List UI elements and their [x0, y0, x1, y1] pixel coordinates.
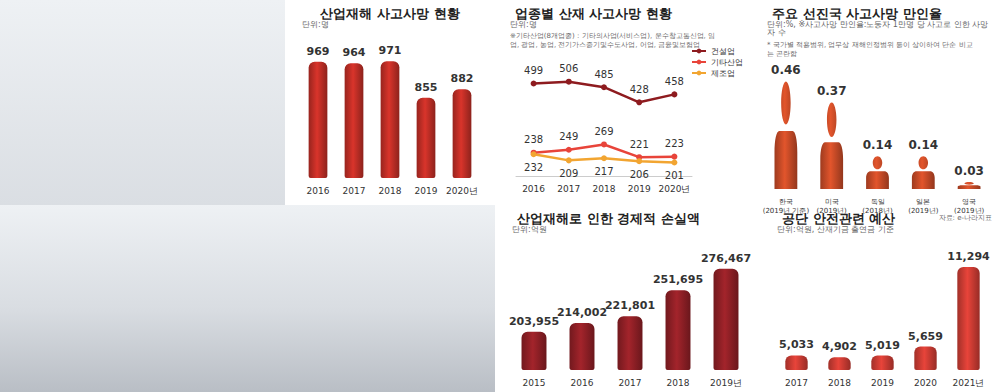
svg-text:공단 안전관련 예산: 공단 안전관련 예산: [782, 211, 895, 226]
svg-text:한국: 한국: [779, 198, 793, 206]
svg-text:969: 969: [307, 45, 330, 58]
svg-text:276,467: 276,467: [701, 252, 751, 265]
svg-text:2019: 2019: [415, 186, 438, 196]
svg-text:2018: 2018: [828, 378, 851, 388]
svg-text:주요 선진국 사고사망 만인율: 주요 선진국 사고사망 만인율: [772, 6, 942, 21]
svg-text:209: 209: [559, 168, 578, 179]
svg-text:2018: 2018: [379, 186, 402, 196]
svg-text:221,801: 221,801: [605, 299, 655, 312]
svg-text:2017: 2017: [557, 184, 580, 194]
svg-text:2019: 2019: [871, 378, 894, 388]
svg-text:업종별 산재 사고사망 현황: 업종별 산재 사고사망 현황: [515, 6, 672, 21]
svg-text:5,033: 5,033: [779, 338, 814, 351]
svg-text:2020년: 2020년: [446, 186, 478, 196]
svg-text:2017: 2017: [619, 378, 642, 388]
svg-text:2015: 2015: [523, 378, 546, 388]
svg-text:2017: 2017: [343, 186, 366, 196]
svg-text:5,659: 5,659: [908, 330, 943, 343]
svg-text:221: 221: [630, 139, 649, 150]
svg-text:203,955: 203,955: [509, 315, 559, 328]
svg-text:2021년: 2021년: [953, 378, 985, 388]
svg-text:2020: 2020: [914, 378, 937, 388]
svg-text:201: 201: [665, 170, 684, 181]
svg-text:기타산업: 기타산업: [711, 58, 743, 67]
svg-text:산업재해 사고사망 현황: 산업재해 사고사망 현황: [320, 6, 459, 21]
svg-text:238: 238: [524, 134, 543, 145]
svg-text:2016: 2016: [571, 378, 594, 388]
svg-text:0.03: 0.03: [954, 164, 984, 178]
svg-text:5,019: 5,019: [865, 339, 900, 352]
svg-text:0.14: 0.14: [863, 138, 893, 152]
svg-text:0.46: 0.46: [771, 63, 801, 77]
svg-text:882: 882: [451, 72, 474, 85]
svg-text:214,002: 214,002: [557, 306, 607, 319]
svg-text:업, 광업, 농업, 전기가스증기및수도사업, 어업, 금융: 업, 광업, 농업, 전기가스증기및수도사업, 어업, 금융및보험업: [510, 41, 700, 49]
svg-text:산업재해로 인한 경제적 손실액: 산업재해로 인한 경제적 손실액: [517, 211, 700, 226]
svg-text:206: 206: [630, 169, 649, 180]
svg-text:0.14: 0.14: [908, 138, 938, 152]
svg-text:2018: 2018: [667, 378, 690, 388]
svg-text:미국: 미국: [825, 198, 839, 206]
svg-text:자료: e-나라지표: 자료: e-나라지표: [939, 214, 992, 222]
svg-text:단위:명: 단위:명: [510, 19, 537, 29]
svg-text:단위:명: 단위:명: [302, 19, 329, 29]
svg-text:2018: 2018: [593, 184, 616, 194]
svg-text:217: 217: [594, 166, 613, 177]
svg-text:(2019년): (2019년): [908, 207, 939, 215]
svg-text:단위:억원, 산재기금 출연금 기준: 단위:억원, 산재기금 출연금 기준: [777, 224, 894, 234]
svg-text:855: 855: [415, 81, 438, 94]
svg-text:428: 428: [630, 84, 649, 95]
svg-text:458: 458: [665, 76, 684, 87]
svg-text:2017: 2017: [785, 378, 808, 388]
svg-text:499: 499: [524, 65, 543, 76]
svg-text:자 수: 자 수: [767, 28, 786, 37]
svg-text:485: 485: [594, 69, 613, 80]
svg-text:2019: 2019: [628, 184, 651, 194]
svg-text:2016: 2016: [307, 186, 330, 196]
svg-text:2016: 2016: [522, 184, 545, 194]
svg-text:(2019년): (2019년): [954, 207, 985, 215]
svg-text:단위:억원: 단위:억원: [512, 224, 547, 234]
svg-text:영국: 영국: [962, 198, 976, 206]
svg-text:11,294: 11,294: [947, 250, 990, 263]
svg-text:단위:%, ※사고사망 만인율:노동자 1만명 당 사고로: 단위:%, ※사고사망 만인율:노동자 1만명 당 사고로 인한 사망: [767, 19, 989, 29]
svg-text:971: 971: [379, 44, 402, 57]
svg-text:269: 269: [594, 126, 613, 137]
svg-text:제조업: 제조업: [711, 69, 735, 78]
svg-text:독일: 독일: [871, 198, 885, 206]
svg-text:일본: 일본: [916, 198, 930, 206]
svg-text:건설업: 건설업: [711, 47, 735, 56]
svg-text:2019년: 2019년: [710, 378, 742, 388]
svg-text:232: 232: [524, 162, 543, 173]
svg-text:는 곤란함: 는 곤란함: [767, 50, 797, 58]
svg-text:0.37: 0.37: [817, 84, 847, 98]
svg-text:2020년: 2020년: [658, 184, 690, 194]
svg-text:506: 506: [559, 63, 578, 74]
svg-text:※기타산업(8개업종) : 기타의사업(서비스업), 운수창: ※기타산업(8개업종) : 기타의사업(서비스업), 운수창고통신업, 임: [510, 32, 715, 40]
svg-text:* 국가별 적용범위, 업무상 재해인정범위 등이 상이하여: * 국가별 적용범위, 업무상 재해인정범위 등이 상이하여 단순 비교: [767, 41, 973, 49]
svg-text:251,695: 251,695: [653, 273, 703, 286]
svg-text:249: 249: [559, 131, 578, 142]
svg-text:4,902: 4,902: [822, 340, 857, 353]
svg-text:223: 223: [665, 138, 684, 149]
svg-text:964: 964: [343, 46, 366, 59]
